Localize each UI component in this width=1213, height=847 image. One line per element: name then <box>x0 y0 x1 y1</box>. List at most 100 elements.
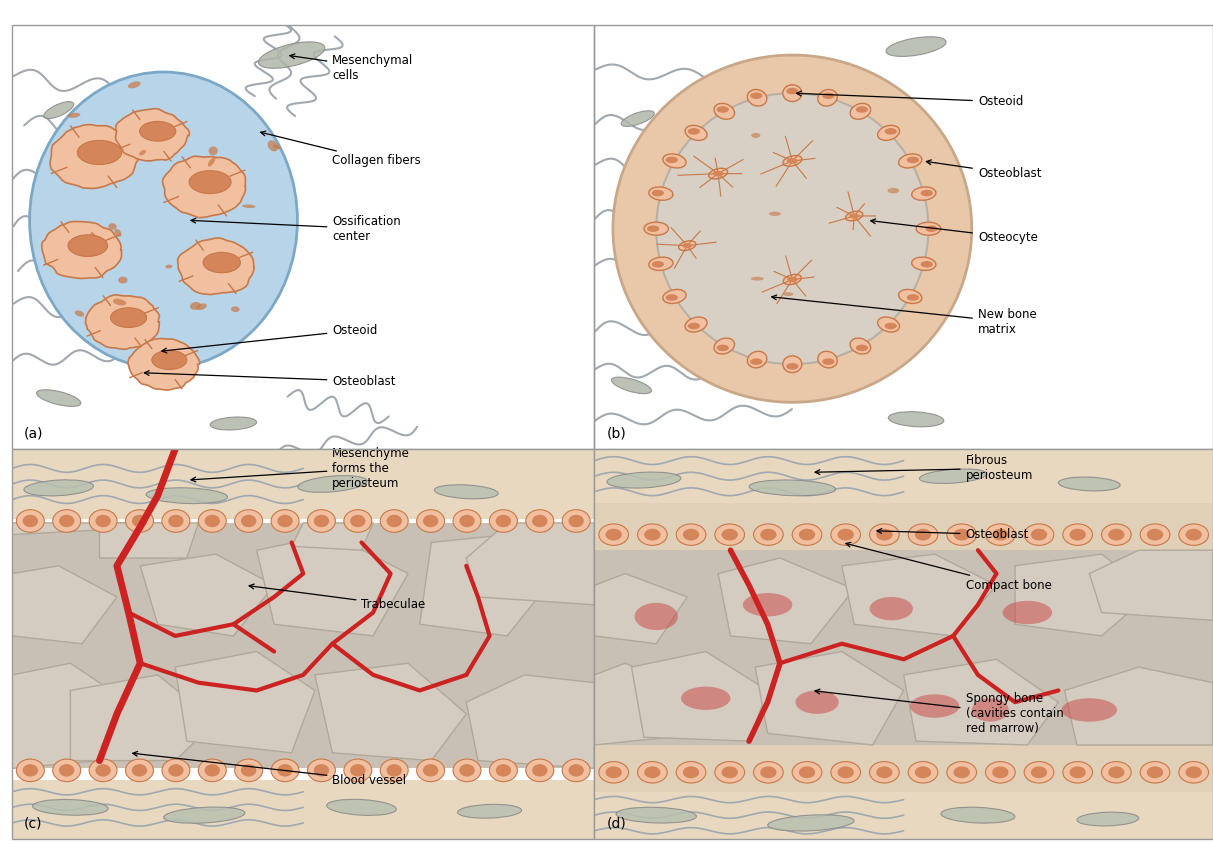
Ellipse shape <box>953 767 970 778</box>
Ellipse shape <box>89 759 118 782</box>
Ellipse shape <box>799 529 815 540</box>
Ellipse shape <box>1179 524 1208 545</box>
Polygon shape <box>594 663 687 745</box>
Ellipse shape <box>685 317 707 332</box>
Ellipse shape <box>125 759 154 782</box>
Ellipse shape <box>787 277 797 282</box>
Ellipse shape <box>75 311 84 317</box>
Ellipse shape <box>1101 761 1132 783</box>
Ellipse shape <box>818 352 837 368</box>
Ellipse shape <box>599 524 628 545</box>
Text: Osteoblast: Osteoblast <box>144 371 395 388</box>
Ellipse shape <box>1077 812 1139 826</box>
Ellipse shape <box>533 764 547 777</box>
Ellipse shape <box>884 128 896 135</box>
Ellipse shape <box>676 524 706 545</box>
Ellipse shape <box>750 358 763 365</box>
Ellipse shape <box>662 154 687 168</box>
Ellipse shape <box>127 81 141 88</box>
Ellipse shape <box>460 764 474 777</box>
Ellipse shape <box>651 261 664 268</box>
Ellipse shape <box>258 42 325 69</box>
Ellipse shape <box>953 529 970 540</box>
Ellipse shape <box>916 222 940 235</box>
Ellipse shape <box>912 257 936 270</box>
Ellipse shape <box>676 761 706 783</box>
Polygon shape <box>41 221 121 279</box>
Ellipse shape <box>1003 601 1052 624</box>
Ellipse shape <box>164 807 245 823</box>
Ellipse shape <box>666 294 678 301</box>
Polygon shape <box>12 566 116 644</box>
Ellipse shape <box>209 147 218 155</box>
Ellipse shape <box>125 510 154 532</box>
Ellipse shape <box>651 190 664 197</box>
Ellipse shape <box>16 759 45 782</box>
Ellipse shape <box>682 243 693 248</box>
Ellipse shape <box>888 412 944 427</box>
Ellipse shape <box>784 292 793 296</box>
Ellipse shape <box>569 515 583 527</box>
Ellipse shape <box>52 759 81 782</box>
Ellipse shape <box>243 204 256 208</box>
Ellipse shape <box>915 767 932 778</box>
Polygon shape <box>115 108 189 161</box>
Ellipse shape <box>416 759 445 782</box>
Ellipse shape <box>278 515 292 527</box>
Ellipse shape <box>822 92 835 99</box>
Ellipse shape <box>380 510 409 532</box>
FancyBboxPatch shape <box>594 551 1213 745</box>
FancyBboxPatch shape <box>594 449 1213 503</box>
Text: New bone
matrix: New bone matrix <box>771 295 1037 336</box>
Ellipse shape <box>876 767 893 778</box>
Ellipse shape <box>190 302 200 310</box>
Ellipse shape <box>647 225 659 232</box>
Ellipse shape <box>234 759 263 782</box>
Ellipse shape <box>947 524 976 545</box>
Ellipse shape <box>750 480 836 495</box>
Ellipse shape <box>782 156 802 166</box>
Ellipse shape <box>888 188 899 193</box>
Ellipse shape <box>314 515 329 527</box>
Polygon shape <box>257 534 408 636</box>
Text: Osteoid: Osteoid <box>797 91 1024 108</box>
Ellipse shape <box>387 764 402 777</box>
Ellipse shape <box>230 307 240 313</box>
Ellipse shape <box>59 515 74 527</box>
Ellipse shape <box>972 698 1009 722</box>
Ellipse shape <box>870 524 899 545</box>
Ellipse shape <box>761 767 776 778</box>
Polygon shape <box>420 534 548 636</box>
Ellipse shape <box>165 264 172 268</box>
Ellipse shape <box>59 764 74 777</box>
Ellipse shape <box>714 761 745 783</box>
Ellipse shape <box>845 211 862 221</box>
Ellipse shape <box>108 224 116 230</box>
Ellipse shape <box>714 338 735 354</box>
Text: (a): (a) <box>24 426 44 440</box>
Ellipse shape <box>921 190 933 197</box>
Ellipse shape <box>870 761 899 783</box>
Polygon shape <box>177 238 254 295</box>
Polygon shape <box>632 651 768 741</box>
Ellipse shape <box>750 92 763 99</box>
Polygon shape <box>1065 667 1213 745</box>
Ellipse shape <box>751 133 761 138</box>
Ellipse shape <box>96 515 110 527</box>
Ellipse shape <box>23 764 38 777</box>
Ellipse shape <box>877 125 900 141</box>
Ellipse shape <box>525 759 554 782</box>
Ellipse shape <box>139 121 176 141</box>
Ellipse shape <box>688 323 700 329</box>
Ellipse shape <box>606 472 680 488</box>
Ellipse shape <box>831 524 860 545</box>
Ellipse shape <box>876 529 893 540</box>
Ellipse shape <box>856 345 869 352</box>
Text: (b): (b) <box>606 426 626 440</box>
Ellipse shape <box>784 274 802 285</box>
Ellipse shape <box>307 759 336 782</box>
Ellipse shape <box>270 510 300 532</box>
Ellipse shape <box>678 241 696 251</box>
Ellipse shape <box>926 225 938 232</box>
Ellipse shape <box>649 257 673 270</box>
